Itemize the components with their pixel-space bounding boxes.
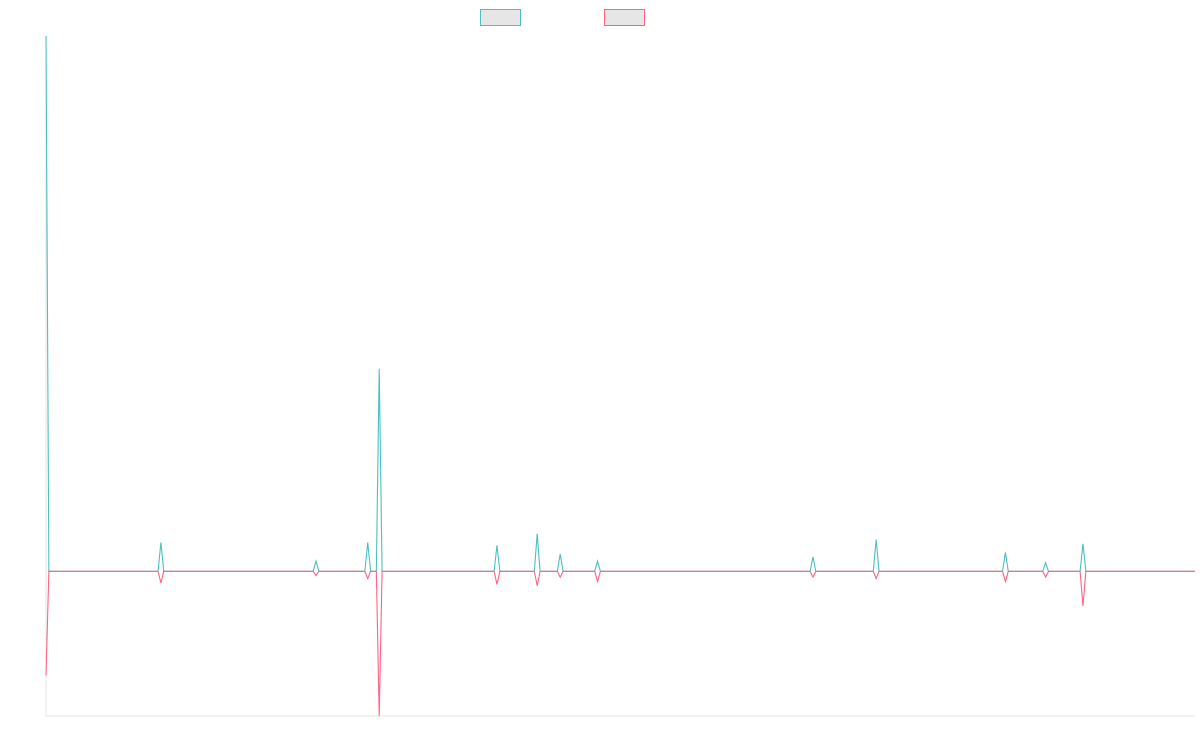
legend-swatch [604,9,645,26]
series-line-teal [45,35,1195,572]
legend [480,9,645,26]
legend-item [604,9,645,26]
legend-item [480,9,521,26]
legend-swatch [480,9,521,26]
axes [45,36,1195,717]
series-line-pink [45,570,1195,717]
series-group [45,35,1195,717]
